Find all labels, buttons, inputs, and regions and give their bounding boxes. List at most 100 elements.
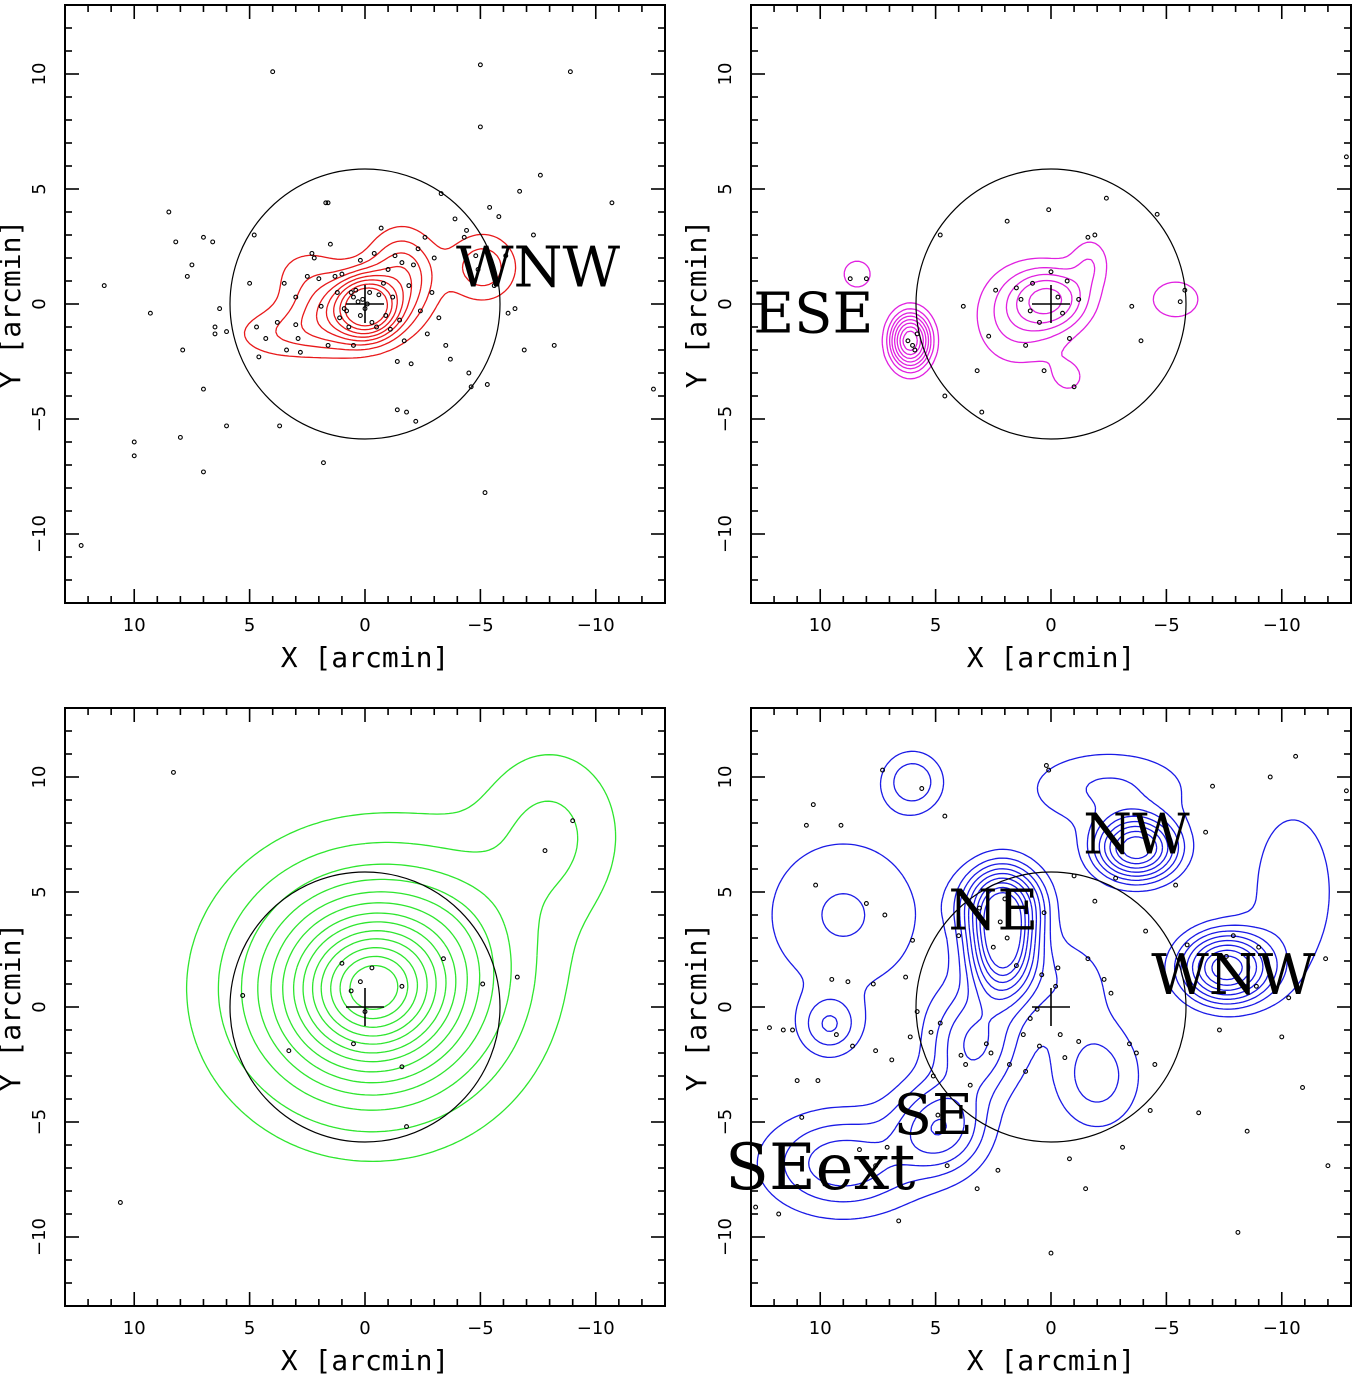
data-point xyxy=(1085,956,1091,962)
data-point xyxy=(1173,882,1179,888)
x-tick-label: 0 xyxy=(1045,1318,1056,1339)
data-point xyxy=(863,901,869,906)
data-point xyxy=(1147,1108,1153,1113)
data-point xyxy=(429,290,435,295)
data-point xyxy=(1120,1144,1125,1150)
data-point xyxy=(990,944,996,950)
data-point xyxy=(270,69,276,75)
tick-marks xyxy=(64,707,666,1307)
data-point xyxy=(311,255,317,261)
data-point xyxy=(1027,308,1033,314)
data-point xyxy=(815,1078,821,1084)
y-axis-title: Y [arcmin] xyxy=(680,923,713,1092)
data-point xyxy=(281,280,287,286)
x-tick-label: −10 xyxy=(1263,1318,1301,1339)
data-point xyxy=(381,280,386,286)
data-point xyxy=(1046,767,1052,773)
data-point xyxy=(348,988,354,994)
contour-level-4 xyxy=(270,891,481,1084)
data-point xyxy=(1223,953,1229,959)
data-point xyxy=(401,338,407,344)
data-point xyxy=(910,937,915,943)
data-point xyxy=(833,1032,839,1038)
data-point xyxy=(1037,1043,1042,1049)
data-point xyxy=(117,1200,123,1205)
data-point xyxy=(369,319,375,325)
data-point xyxy=(919,786,925,791)
data-point xyxy=(537,172,543,178)
data-point xyxy=(935,1112,941,1118)
data-point xyxy=(378,225,384,231)
data-point xyxy=(217,306,223,312)
contour-level-11 xyxy=(339,955,409,1020)
data-point xyxy=(993,287,999,293)
contour-level-8 xyxy=(983,891,1023,969)
reference-circle xyxy=(915,168,1187,440)
data-point xyxy=(438,191,444,197)
x-tick-label: 5 xyxy=(930,615,941,636)
data-point xyxy=(873,1048,879,1054)
contour-level-1 xyxy=(886,258,1096,374)
data-point xyxy=(1235,1229,1241,1235)
data-point xyxy=(609,200,615,206)
region-label-ne: NE xyxy=(948,879,1038,944)
data-point xyxy=(1041,368,1047,374)
data-point xyxy=(1083,1186,1089,1192)
data-point xyxy=(870,981,876,987)
data-point xyxy=(254,324,259,330)
data-point xyxy=(357,979,363,985)
region-label-ese: ESE xyxy=(753,281,873,346)
x-tick-label: 0 xyxy=(359,615,370,636)
data-point xyxy=(484,382,490,387)
contour-level-2 xyxy=(888,273,1081,370)
contour-level-6 xyxy=(975,830,1251,986)
data-point xyxy=(304,273,310,279)
data-point xyxy=(937,232,943,238)
data-point xyxy=(316,276,322,282)
data-point xyxy=(332,273,338,279)
y-tick-label: −10 xyxy=(715,1218,736,1256)
y-tick-label: 0 xyxy=(29,298,50,309)
data-point xyxy=(1244,1128,1250,1134)
contour-level-1 xyxy=(275,240,502,351)
data-point xyxy=(1279,1034,1285,1040)
data-point xyxy=(339,960,345,966)
y-tick-label: 5 xyxy=(715,183,736,194)
tick-marks xyxy=(64,4,666,604)
data-point xyxy=(408,361,414,367)
data-point xyxy=(930,1073,936,1079)
data-point xyxy=(212,324,218,330)
data-point xyxy=(1113,875,1119,881)
data-point xyxy=(224,423,229,429)
data-point xyxy=(475,267,481,272)
data-point xyxy=(1085,234,1091,240)
data-point xyxy=(1067,1156,1072,1162)
data-point xyxy=(101,283,107,289)
data-point xyxy=(997,919,1003,925)
data-point xyxy=(942,813,948,819)
data-point xyxy=(1300,1085,1305,1090)
data-point xyxy=(353,287,359,293)
data-point xyxy=(1092,232,1098,238)
contour-level-10 xyxy=(330,947,419,1028)
x-tick-label: 10 xyxy=(809,615,832,636)
data-point xyxy=(325,200,331,206)
x-tick-label: −10 xyxy=(577,615,615,636)
data-point xyxy=(376,292,382,298)
data-point xyxy=(404,1124,409,1130)
data-point xyxy=(443,342,449,348)
data-point xyxy=(1013,963,1019,969)
data-point xyxy=(1055,294,1061,300)
contour-group xyxy=(243,225,517,359)
data-point xyxy=(327,241,333,247)
data-point xyxy=(857,1147,862,1153)
x-tick-label: 5 xyxy=(244,615,255,636)
data-point xyxy=(424,331,430,337)
contour-level-5 xyxy=(896,322,924,360)
contour-level-9 xyxy=(320,938,428,1037)
data-point xyxy=(325,342,331,348)
data-point xyxy=(473,253,479,259)
data-point xyxy=(468,384,474,390)
data-point xyxy=(799,1114,805,1120)
data-point xyxy=(383,313,389,318)
